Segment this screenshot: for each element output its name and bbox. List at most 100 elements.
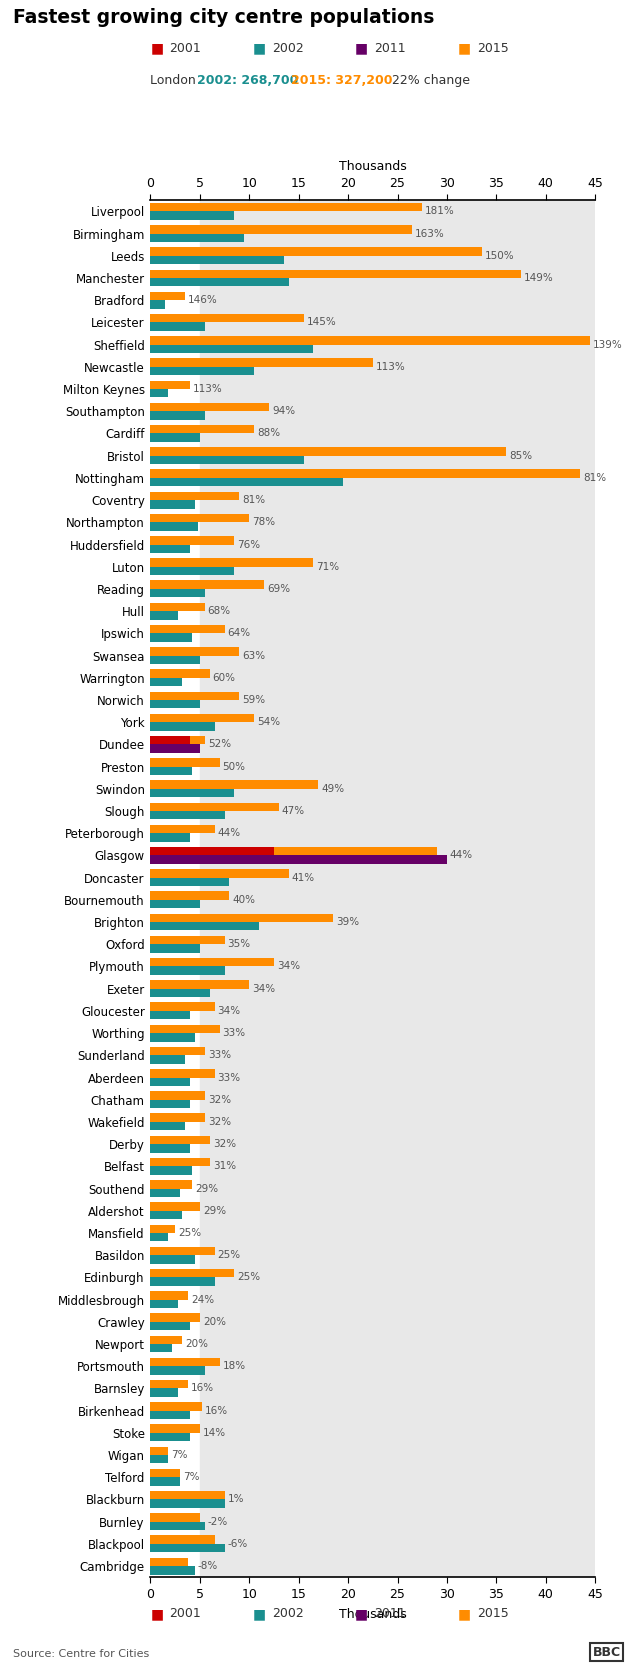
- Bar: [150, 1210, 182, 1218]
- Bar: [150, 624, 225, 633]
- Bar: [150, 1292, 188, 1300]
- Bar: [150, 1410, 190, 1419]
- Bar: [150, 669, 210, 678]
- Text: 2001: 2001: [170, 1607, 202, 1621]
- Bar: [150, 744, 200, 753]
- Bar: [150, 477, 343, 486]
- Text: 29%: 29%: [203, 1205, 226, 1215]
- Text: 59%: 59%: [243, 694, 266, 704]
- Bar: [150, 723, 214, 731]
- Bar: [150, 1359, 220, 1367]
- Bar: [150, 1514, 200, 1522]
- Text: 47%: 47%: [282, 806, 305, 816]
- Text: 2001: 2001: [170, 42, 202, 55]
- Text: 34%: 34%: [277, 961, 300, 971]
- Text: ■: ■: [458, 42, 471, 55]
- Bar: [150, 744, 182, 753]
- Bar: [150, 335, 590, 344]
- Bar: [150, 921, 259, 931]
- Bar: [150, 900, 200, 908]
- Bar: [150, 469, 580, 477]
- X-axis label: Thousands: Thousands: [339, 160, 406, 174]
- Bar: [150, 1424, 200, 1434]
- Text: 44%: 44%: [450, 851, 473, 861]
- Bar: [150, 945, 200, 953]
- Text: 2015: 327,200: 2015: 327,200: [291, 73, 393, 87]
- Bar: [150, 544, 190, 552]
- Bar: [150, 1447, 168, 1455]
- Text: ■: ■: [355, 42, 369, 55]
- Bar: [150, 522, 198, 531]
- Bar: [150, 300, 165, 309]
- Text: 2015: 2015: [477, 1607, 509, 1621]
- Bar: [150, 833, 190, 841]
- Text: ■: ■: [458, 1607, 471, 1621]
- Text: 39%: 39%: [336, 916, 359, 926]
- Bar: [150, 846, 437, 856]
- Text: 63%: 63%: [243, 651, 266, 661]
- Text: ■: ■: [355, 1607, 369, 1621]
- Bar: [150, 758, 220, 766]
- Text: -6%: -6%: [227, 1539, 248, 1549]
- Text: 33%: 33%: [208, 1050, 231, 1060]
- Text: 7%: 7%: [183, 1472, 200, 1482]
- Bar: [150, 581, 264, 589]
- Text: 69%: 69%: [267, 584, 290, 594]
- Text: 139%: 139%: [593, 339, 623, 349]
- Bar: [150, 1225, 175, 1233]
- Text: 150%: 150%: [484, 250, 514, 260]
- Bar: [150, 204, 422, 212]
- Bar: [150, 656, 200, 664]
- Bar: [150, 1158, 210, 1167]
- Bar: [150, 1344, 172, 1352]
- Bar: [150, 536, 234, 544]
- Text: 52%: 52%: [208, 739, 231, 749]
- Bar: [150, 1566, 195, 1574]
- Text: 50%: 50%: [223, 761, 246, 771]
- Bar: [150, 1522, 205, 1530]
- Bar: [150, 1544, 225, 1552]
- Bar: [150, 359, 372, 367]
- Bar: [150, 913, 333, 921]
- Bar: [150, 1490, 225, 1499]
- Text: 29%: 29%: [195, 1183, 218, 1193]
- Bar: [150, 270, 521, 279]
- Text: London: London: [150, 73, 204, 87]
- Bar: [150, 1557, 188, 1566]
- Text: 146%: 146%: [188, 295, 218, 305]
- Text: 94%: 94%: [272, 406, 295, 416]
- Bar: [150, 255, 284, 264]
- Text: Source: Centre for Cities: Source: Centre for Cities: [13, 1649, 149, 1659]
- Bar: [150, 1535, 214, 1544]
- Bar: [150, 1455, 168, 1464]
- Bar: [150, 648, 239, 656]
- Bar: [150, 1247, 214, 1255]
- Bar: [150, 856, 299, 865]
- Text: 41%: 41%: [292, 873, 315, 883]
- Text: 2002: 268,700: 2002: 268,700: [197, 73, 298, 87]
- Bar: [150, 234, 244, 242]
- Bar: [150, 1100, 190, 1108]
- Bar: [150, 691, 239, 699]
- Text: 64%: 64%: [227, 628, 251, 638]
- Bar: [150, 1092, 205, 1100]
- Bar: [150, 980, 249, 988]
- Text: 22% change: 22% change: [384, 73, 470, 87]
- Bar: [150, 958, 274, 966]
- Bar: [150, 292, 185, 300]
- Bar: [150, 766, 192, 774]
- Bar: [150, 1078, 190, 1087]
- Text: BBC: BBC: [593, 1646, 621, 1659]
- Text: 71%: 71%: [316, 562, 340, 572]
- Bar: [150, 811, 225, 819]
- Bar: [150, 492, 239, 501]
- Bar: [150, 1055, 185, 1063]
- Bar: [150, 1268, 234, 1277]
- Bar: [150, 314, 303, 322]
- Text: 7%: 7%: [171, 1450, 188, 1460]
- Bar: [150, 557, 314, 567]
- Text: 20%: 20%: [185, 1339, 208, 1349]
- Text: 113%: 113%: [193, 384, 223, 394]
- Text: 35%: 35%: [227, 940, 251, 950]
- Bar: [150, 736, 205, 744]
